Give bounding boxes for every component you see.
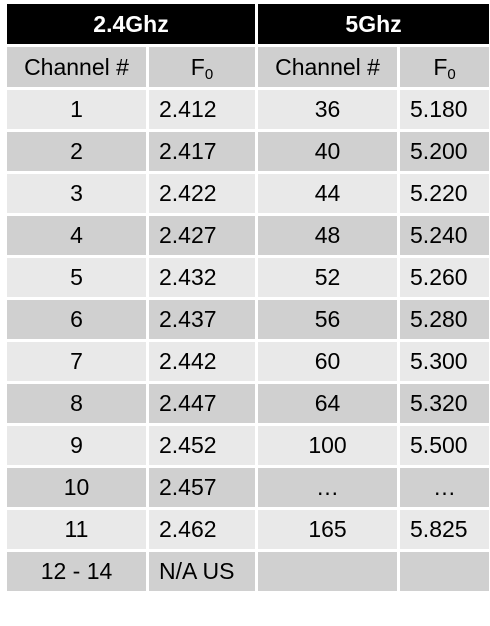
channel-2-4ghz-cell: 1 bbox=[4, 87, 149, 132]
band-header-5ghz: 5Ghz bbox=[255, 1, 490, 47]
channel-5ghz-cell: 48 bbox=[255, 213, 401, 258]
frequency-2-4ghz-cell: 2.442 bbox=[145, 339, 259, 384]
frequency-5ghz-cell: 5.200 bbox=[397, 129, 490, 174]
channel-frequency-table: 2.4Ghz 5Ghz Channel # F0 Channel # F0 1 … bbox=[3, 1, 490, 594]
channel-5ghz-cell: 64 bbox=[255, 381, 401, 426]
band-header-2-4ghz: 2.4Ghz bbox=[3, 1, 259, 47]
frequency-5ghz-cell: 5.180 bbox=[397, 87, 490, 132]
channel-5ghz-cell: 56 bbox=[255, 297, 401, 342]
frequency-5ghz-cell: 5.220 bbox=[397, 171, 490, 216]
frequency-subscript: 0 bbox=[447, 65, 456, 83]
frequency-2-4ghz-cell: N/A US bbox=[145, 549, 259, 594]
channel-5ghz-cell: 100 bbox=[255, 423, 401, 468]
frequency-5ghz-cell bbox=[397, 549, 490, 594]
frequency-2-4ghz-cell: 2.462 bbox=[145, 507, 259, 552]
channel-2-4ghz-cell: 10 bbox=[4, 465, 149, 510]
table-row: 8 2.447 64 5.320 bbox=[4, 381, 490, 426]
table-row: 12 - 14 N/A US bbox=[4, 549, 490, 594]
frequency-2-4ghz-cell: 2.412 bbox=[145, 87, 259, 132]
frequency-2-4ghz-cell: 2.447 bbox=[145, 381, 259, 426]
frequency-symbol: F bbox=[190, 53, 205, 80]
channel-5ghz-cell: 60 bbox=[255, 339, 401, 384]
channel-2-4ghz-cell: 5 bbox=[4, 255, 149, 300]
frequency-5ghz-cell: 5.240 bbox=[397, 213, 490, 258]
table-body: 1 2.412 36 5.180 2 2.417 40 5.200 3 2.42… bbox=[4, 87, 490, 594]
channel-2-4ghz-cell: 8 bbox=[4, 381, 149, 426]
channel-5ghz-cell: 44 bbox=[255, 171, 401, 216]
channel-2-4ghz-cell: 7 bbox=[4, 339, 149, 384]
table-row: 2 2.417 40 5.200 bbox=[4, 129, 490, 174]
channel-2-4ghz-cell: 6 bbox=[4, 297, 149, 342]
frequency-2-4ghz-cell: 2.432 bbox=[145, 255, 259, 300]
channel-5ghz-cell: 52 bbox=[255, 255, 401, 300]
channel-2-4ghz-cell: 4 bbox=[4, 213, 149, 258]
frequency-symbol: F bbox=[433, 53, 448, 80]
frequency-2-4ghz-cell: 2.427 bbox=[145, 213, 259, 258]
column-header-channel-2-4ghz: Channel # bbox=[4, 44, 149, 90]
band-header-row: 2.4Ghz 5Ghz bbox=[3, 1, 490, 47]
frequency-5ghz-cell: 5.500 bbox=[397, 423, 490, 468]
channel-2-4ghz-cell: 12 - 14 bbox=[4, 549, 149, 594]
frequency-5ghz-cell: … bbox=[397, 465, 490, 510]
channel-5ghz-cell: 36 bbox=[255, 87, 401, 132]
channel-5ghz-cell: 40 bbox=[255, 129, 401, 174]
table-row: 3 2.422 44 5.220 bbox=[4, 171, 490, 216]
table-row: 11 2.462 165 5.825 bbox=[4, 507, 490, 552]
channel-2-4ghz-cell: 9 bbox=[4, 423, 149, 468]
column-header-frequency-5ghz: F0 bbox=[397, 44, 490, 90]
frequency-2-4ghz-cell: 2.437 bbox=[145, 297, 259, 342]
column-header-frequency-2-4ghz: F0 bbox=[145, 44, 259, 90]
frequency-5ghz-cell: 5.825 bbox=[397, 507, 490, 552]
frequency-5ghz-cell: 5.280 bbox=[397, 297, 490, 342]
channel-5ghz-cell bbox=[255, 549, 401, 594]
frequency-2-4ghz-cell: 2.452 bbox=[145, 423, 259, 468]
table-row: 10 2.457 … … bbox=[4, 465, 490, 510]
channel-2-4ghz-cell: 11 bbox=[4, 507, 149, 552]
column-header-channel-5ghz: Channel # bbox=[255, 44, 401, 90]
table-row: 6 2.437 56 5.280 bbox=[4, 297, 490, 342]
frequency-5ghz-cell: 5.320 bbox=[397, 381, 490, 426]
frequency-2-4ghz-cell: 2.417 bbox=[145, 129, 259, 174]
frequency-2-4ghz-cell: 2.422 bbox=[145, 171, 259, 216]
column-header-row: Channel # F0 Channel # F0 bbox=[4, 44, 490, 90]
frequency-subscript: 0 bbox=[204, 65, 214, 83]
frequency-2-4ghz-cell: 2.457 bbox=[145, 465, 259, 510]
table-row: 5 2.432 52 5.260 bbox=[4, 255, 490, 300]
table-row: 4 2.427 48 5.240 bbox=[4, 213, 490, 258]
channel-5ghz-cell: 165 bbox=[255, 507, 401, 552]
channel-2-4ghz-cell: 3 bbox=[4, 171, 149, 216]
channel-2-4ghz-cell: 2 bbox=[4, 129, 149, 174]
frequency-5ghz-cell: 5.300 bbox=[397, 339, 490, 384]
table-row: 1 2.412 36 5.180 bbox=[4, 87, 490, 132]
table-row: 7 2.442 60 5.300 bbox=[4, 339, 490, 384]
channel-5ghz-cell: … bbox=[255, 465, 401, 510]
table-row: 9 2.452 100 5.500 bbox=[4, 423, 490, 468]
frequency-5ghz-cell: 5.260 bbox=[397, 255, 490, 300]
